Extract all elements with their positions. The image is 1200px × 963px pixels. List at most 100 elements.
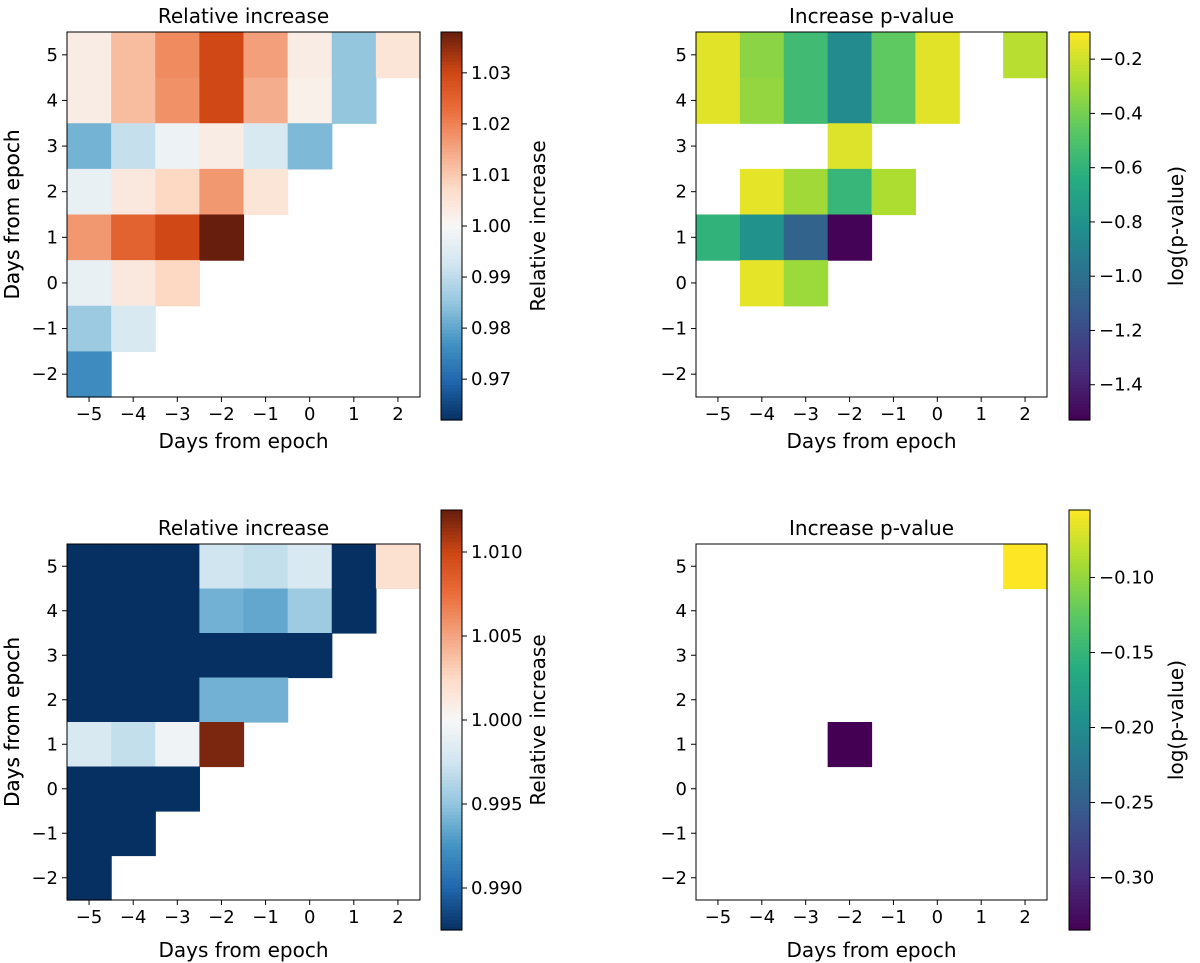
colorbar-segment	[1069, 329, 1090, 334]
colorbar-segment	[441, 601, 462, 606]
colorbar-segment	[441, 368, 462, 373]
y-tick-label: −1	[31, 823, 58, 844]
colorbar-segment	[1069, 306, 1090, 311]
colorbar-segment	[1069, 313, 1090, 318]
colorbar-tick-label: 1.005	[471, 626, 523, 647]
colorbar-segment	[1069, 416, 1090, 421]
colorbar: 0.990 0.995 1.000 1.005 1.010 Relative increa…	[440, 509, 550, 931]
colorbar-tick-label: −1.4	[1099, 375, 1143, 396]
colorbar-tick-label: −1.2	[1099, 320, 1143, 341]
heatmap-cell	[111, 722, 156, 768]
heatmap-cell	[375, 544, 421, 590]
colorbar-segment	[441, 310, 462, 314]
heatmap-cell	[739, 77, 785, 124]
x-tick-label: −3	[792, 907, 819, 928]
x-tick-label: −3	[792, 404, 819, 425]
colorbar-segment	[441, 520, 462, 525]
colorbar-segment	[1069, 287, 1090, 292]
colorbar-segment	[1069, 280, 1090, 285]
colorbar-segment	[441, 213, 462, 217]
colorbar-segment	[1069, 77, 1090, 82]
colorbar-segment	[441, 534, 462, 539]
x-tick-label: −1	[252, 404, 279, 425]
heatmap-cell	[111, 123, 156, 170]
colorbar-segment	[1069, 531, 1090, 536]
colorbar-segment	[1069, 636, 1090, 641]
colorbar-segment	[441, 576, 462, 581]
colorbar-segment	[1069, 129, 1090, 133]
colorbar-segment	[1069, 629, 1090, 634]
heatmap-cell	[827, 123, 873, 170]
colorbar-segment	[441, 158, 462, 162]
colorbar-segment	[441, 99, 462, 104]
colorbar-segment	[441, 807, 462, 812]
x-tick-label: 0	[304, 907, 315, 928]
heatmap-cell	[155, 677, 200, 723]
colorbar-segment	[441, 755, 462, 760]
colorbar-segment	[1069, 573, 1090, 578]
colorbar-segment	[441, 41, 462, 46]
y-axis-label: Days from epoch	[0, 637, 24, 807]
colorbar-segment	[441, 164, 462, 169]
colorbar-segment	[1069, 183, 1090, 188]
colorbar-segment	[1069, 597, 1090, 602]
colorbar-segment	[441, 342, 462, 347]
colorbar-segment	[441, 723, 462, 728]
colorbar-segment	[441, 193, 462, 198]
colorbar-segment	[441, 413, 462, 418]
colorbar-segment	[441, 597, 462, 602]
colorbar-segment	[441, 271, 462, 276]
y-tick-label: 0	[676, 273, 687, 294]
colorbar-segment	[1069, 891, 1090, 896]
colorbar-segment	[441, 154, 462, 159]
colorbar-segment	[441, 926, 462, 931]
colorbar-segment	[441, 821, 462, 826]
y-tick-label: −2	[660, 868, 687, 889]
colorbar-segment	[441, 748, 462, 753]
colorbar-segment	[441, 106, 462, 111]
heatmap-cell	[67, 633, 112, 679]
heatmap-cell	[827, 32, 873, 79]
colorbar-segment	[441, 242, 462, 246]
colorbar-segment	[441, 870, 462, 875]
x-tick-label: 0	[932, 907, 943, 928]
colorbar-segment	[441, 284, 462, 289]
colorbar-segment	[441, 828, 462, 833]
heatmap-cell	[67, 588, 112, 634]
colorbar-segment	[441, 355, 462, 360]
heatmap-cell	[739, 32, 785, 79]
colorbar-segment	[1069, 716, 1090, 721]
colorbar-segment	[1069, 216, 1090, 221]
colorbar-segment	[441, 856, 462, 861]
colorbar-label: Relative increase	[526, 634, 550, 805]
colorbar-segment	[441, 916, 462, 921]
colorbar-segment	[441, 867, 462, 872]
y-tick-label: 1	[47, 734, 58, 755]
colorbar-segment	[441, 187, 462, 192]
colorbar-segment	[441, 235, 462, 240]
colorbar-segment	[1069, 64, 1090, 69]
heatmap-cell	[243, 633, 289, 679]
colorbar-segment	[441, 804, 462, 809]
heatmap-cell	[199, 544, 245, 590]
colorbar-segment	[441, 248, 462, 253]
heatmap-cell	[155, 588, 200, 634]
colorbar-segment	[1069, 776, 1090, 781]
colorbar-segment	[1069, 772, 1090, 777]
colorbar-segment	[1069, 702, 1090, 707]
colorbar-segment	[1069, 348, 1090, 353]
heatmap-cell	[155, 168, 200, 216]
colorbar-segment	[1069, 888, 1090, 893]
colorbar-segment	[1069, 390, 1090, 395]
colorbar-segment	[441, 306, 462, 311]
colorbar-segment	[441, 183, 462, 188]
colorbar-segment	[1069, 310, 1090, 314]
heatmap-cell	[67, 77, 112, 124]
colorbar-segment	[441, 548, 462, 553]
colorbar-segment	[441, 125, 462, 130]
colorbar-segment	[1069, 618, 1090, 623]
colorbar-segment	[441, 180, 462, 185]
heatmap-cell	[331, 544, 377, 590]
colorbar-segment	[1069, 790, 1090, 795]
colorbar-segment	[1069, 657, 1090, 662]
